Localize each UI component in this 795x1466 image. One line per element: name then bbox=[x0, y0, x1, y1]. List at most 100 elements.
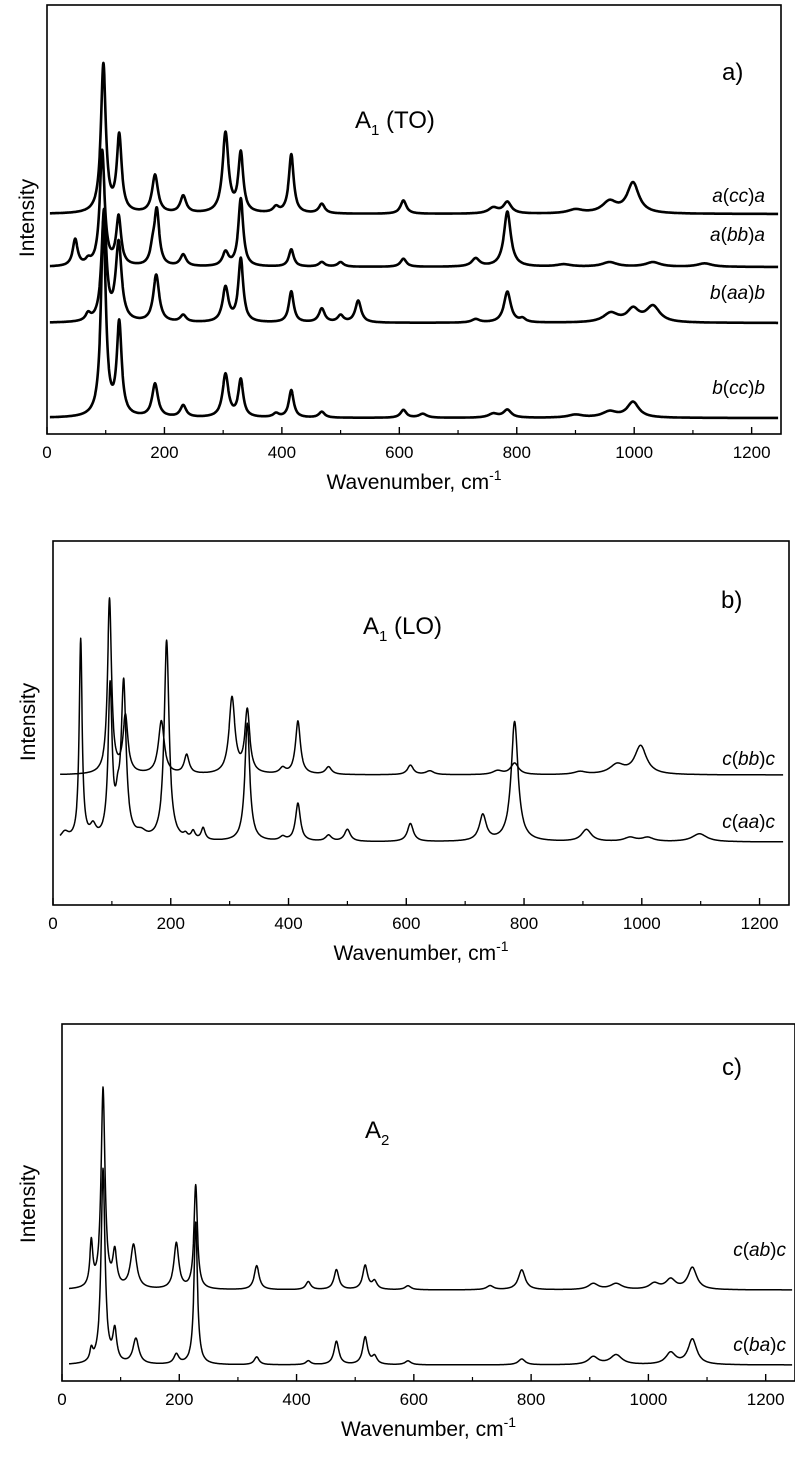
mode-label-sub: 1 bbox=[371, 122, 379, 139]
series-label: c(ab)c bbox=[733, 1240, 786, 1261]
x-tick-label: 1200 bbox=[733, 443, 771, 462]
series-label-part: ) bbox=[759, 749, 765, 770]
x-tick-label: 200 bbox=[150, 443, 178, 462]
panel-letter: c) bbox=[722, 1054, 742, 1081]
x-axis-title-main: Wavenumber, cm bbox=[333, 942, 496, 965]
mode-label-main: A bbox=[363, 613, 379, 640]
x-tick-label: 400 bbox=[268, 443, 296, 462]
series-label-part: bb bbox=[738, 749, 759, 770]
series-label-part: ( bbox=[732, 749, 739, 770]
mode-label: A2 bbox=[365, 1117, 389, 1149]
series-label: c(bb)c bbox=[722, 749, 775, 770]
x-tick-label: 800 bbox=[517, 1390, 545, 1409]
series-line bbox=[48, 218, 780, 420]
series-label-part: a bbox=[712, 186, 723, 207]
x-tick-label: 1000 bbox=[615, 443, 653, 462]
series-line bbox=[59, 597, 784, 776]
series-label-part: ) bbox=[759, 812, 765, 833]
x-axis-title-sup: -1 bbox=[496, 938, 509, 954]
series-label-part: ( bbox=[721, 283, 728, 304]
mode-label-sub: 2 bbox=[381, 1132, 389, 1149]
y-axis-title: Intensity bbox=[17, 1164, 40, 1243]
series-label-part: ab bbox=[749, 1240, 770, 1261]
y-axis-title: Intensity bbox=[17, 682, 40, 761]
x-tick-label: 400 bbox=[274, 914, 302, 933]
series-label-part: ( bbox=[721, 225, 728, 246]
series-line bbox=[48, 207, 780, 325]
series-label-part: ) bbox=[770, 1335, 776, 1356]
series-label-part: bb bbox=[727, 225, 748, 246]
series-label-part: ) bbox=[748, 186, 754, 207]
series-label-part: c bbox=[777, 1335, 787, 1356]
series-label-part: a bbox=[710, 225, 721, 246]
series-label-part: c bbox=[777, 1240, 787, 1261]
x-tick-label: 0 bbox=[48, 914, 57, 933]
x-tick-label: 600 bbox=[392, 914, 420, 933]
series-line bbox=[59, 637, 784, 843]
series-label-part: ( bbox=[723, 378, 730, 399]
series-label-part: ( bbox=[743, 1335, 750, 1356]
x-tick-label: 1000 bbox=[623, 914, 661, 933]
series-label-part: b bbox=[712, 378, 723, 399]
series-label-part: c bbox=[733, 1335, 743, 1356]
x-axis-title-sup: -1 bbox=[504, 1414, 517, 1430]
series-label: c(aa)c bbox=[722, 812, 775, 833]
x-tick-label: 800 bbox=[510, 914, 538, 933]
series-label-part: ) bbox=[770, 1240, 776, 1261]
series-line bbox=[68, 1086, 793, 1291]
series-label-part: a bbox=[754, 186, 765, 207]
x-tick-label: 0 bbox=[42, 443, 51, 462]
series-label-part: b bbox=[754, 378, 765, 399]
series-label-part: c bbox=[733, 1240, 743, 1261]
series-label: b(cc)b bbox=[712, 378, 765, 399]
series-label-part: cc bbox=[729, 378, 749, 399]
mode-label: A1 (LO) bbox=[363, 613, 442, 645]
x-axis-title: Wavenumber, cm-1 bbox=[341, 1414, 516, 1441]
series-label: a(cc)a bbox=[712, 186, 765, 207]
plot-frame bbox=[46, 4, 782, 435]
x-tick-label: 400 bbox=[282, 1390, 310, 1409]
x-axis-title: Wavenumber, cm-1 bbox=[326, 467, 501, 494]
plot-frame bbox=[52, 540, 790, 906]
series-label-part: ) bbox=[748, 378, 754, 399]
series-label-part: c bbox=[766, 749, 776, 770]
series-label-part: cc bbox=[729, 186, 749, 207]
series-line bbox=[48, 61, 780, 216]
series-label-part: c bbox=[766, 812, 776, 833]
series-label-part: c bbox=[722, 812, 732, 833]
plot-frame bbox=[61, 1023, 795, 1382]
mode-label-rest: (TO) bbox=[379, 107, 435, 134]
x-tick-label: 600 bbox=[400, 1390, 428, 1409]
series-line bbox=[68, 1167, 793, 1366]
x-axis-title: Wavenumber, cm-1 bbox=[333, 938, 508, 965]
panel-letter: a) bbox=[722, 59, 743, 86]
series-label-part: ( bbox=[743, 1240, 750, 1261]
x-axis-title-sup: -1 bbox=[489, 467, 502, 483]
chart-panel: 0 200 400 600 800 1000 1200 Wavenumber, cm-1 Int… bbox=[16, 4, 782, 494]
series-label-part: aa bbox=[727, 283, 748, 304]
series-label-part: b bbox=[754, 283, 765, 304]
series-label-part: ( bbox=[723, 186, 730, 207]
x-axis-title-main: Wavenumber, cm bbox=[326, 471, 489, 494]
series-label-part: a bbox=[754, 225, 765, 246]
series-label: b(aa)b bbox=[710, 283, 765, 304]
x-tick-label: 200 bbox=[157, 914, 185, 933]
series-label: a(bb)a bbox=[710, 225, 765, 246]
chart-panel: 0 200 400 600 800 1000 1200 Wavenumber, cm-1 Int… bbox=[17, 1023, 795, 1441]
panel-letter: b) bbox=[721, 587, 742, 614]
x-axis-title-main: Wavenumber, cm bbox=[341, 1418, 504, 1441]
series-label-part: c bbox=[722, 749, 732, 770]
x-tick-label: 1200 bbox=[741, 914, 779, 933]
series-label-part: aa bbox=[738, 812, 759, 833]
mode-label-rest: (LO) bbox=[387, 613, 442, 640]
mode-label-sub: 1 bbox=[379, 628, 387, 645]
series-label-part: ) bbox=[748, 283, 754, 304]
x-tick-label: 600 bbox=[385, 443, 413, 462]
series-line bbox=[48, 148, 780, 269]
series-label-part: ) bbox=[748, 225, 754, 246]
x-tick-label: 0 bbox=[57, 1390, 66, 1409]
mode-label-main: A bbox=[365, 1117, 381, 1144]
mode-label-main: A bbox=[355, 107, 371, 134]
x-tick-label: 1000 bbox=[629, 1390, 667, 1409]
